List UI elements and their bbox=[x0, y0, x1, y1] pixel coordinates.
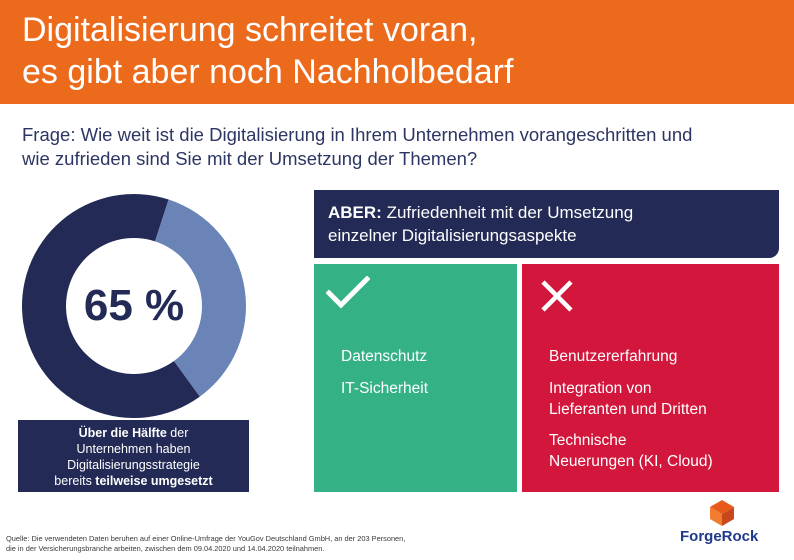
caption-line-4: bereits teilweise umgesetzt bbox=[18, 473, 249, 489]
source-note: Quelle: Die verwendeten Daten beruhen au… bbox=[6, 534, 666, 554]
satisfied-panel: Datenschutz IT-Sicherheit bbox=[314, 264, 517, 492]
donut-chart bbox=[22, 194, 247, 418]
title-line-1: Digitalisierung schreitet voran, bbox=[22, 11, 478, 49]
unsatisfied-item-integration-line-1: Integration von bbox=[549, 380, 652, 397]
unsatisfied-item-integration-line-2: Lieferanten und Dritten bbox=[549, 401, 707, 418]
aber-bold: ABER: bbox=[328, 203, 382, 222]
caption-bold-1: Über die Hälfte bbox=[78, 426, 167, 440]
title-banner: Digitalisierung schreitet voran, es gibt… bbox=[0, 0, 794, 104]
source-line-1: Quelle: Die verwendeten Daten beruhen au… bbox=[6, 534, 406, 543]
unsatisfied-item-benutzererfahrung: Benutzererfahrung bbox=[549, 348, 678, 365]
unsatisfied-item-neuerungen-line-1: Technische bbox=[549, 432, 627, 449]
question-line-1: Frage: Wie weit ist die Digitalisierung … bbox=[22, 124, 693, 145]
unsatisfied-panel: Benutzererfahrung Integration von Liefer… bbox=[522, 264, 779, 492]
caption-bold-4: teilweise umgesetzt bbox=[95, 474, 213, 488]
survey-question: Frage: Wie weit ist die Digitalisierung … bbox=[22, 123, 782, 171]
forgerock-logo-text: ForgeRock bbox=[680, 528, 759, 545]
aber-box: ABER: Zufriedenheit mit der Umsetzung ei… bbox=[314, 190, 779, 258]
aber-line-2: einzelner Digitalisierungsaspekte bbox=[328, 226, 577, 245]
forgerock-logo-icon bbox=[710, 500, 734, 526]
caption-rest-1: der bbox=[166, 426, 189, 440]
caption-pre-4: bereits bbox=[54, 474, 96, 488]
aber-text-1: Zufriedenheit mit der Umsetzung bbox=[381, 203, 634, 222]
donut-remainder-segment bbox=[22, 194, 200, 418]
checkmark-icon bbox=[326, 276, 370, 309]
caption-line-2: Unternehmen haben bbox=[76, 442, 191, 456]
source-line-2: die in der Versicherungsbranche arbeiten… bbox=[6, 544, 325, 553]
satisfied-item-it-sicherheit: IT-Sicherheit bbox=[341, 380, 429, 397]
donut-caption: Über die Hälfte der Unternehmen haben Di… bbox=[18, 420, 249, 492]
question-line-2: wie zufrieden sind Sie mit der Umsetzung… bbox=[22, 148, 478, 169]
aber-line-1: ABER: Zufriedenheit mit der Umsetzung bbox=[328, 201, 765, 224]
donut-value-segment bbox=[155, 199, 247, 397]
donut-value-label: 65 % bbox=[83, 281, 185, 330]
title-line-2: es gibt aber noch Nachholbedarf bbox=[22, 53, 514, 91]
caption-line-3: Digitalisierungsstrategie bbox=[67, 458, 200, 472]
cross-icon bbox=[541, 280, 573, 312]
caption-line-1: Über die Hälfte der bbox=[18, 425, 249, 441]
unsatisfied-item-neuerungen-line-2: Neuerungen (KI, Cloud) bbox=[549, 453, 713, 470]
satisfied-item-datenschutz: Datenschutz bbox=[341, 348, 428, 365]
